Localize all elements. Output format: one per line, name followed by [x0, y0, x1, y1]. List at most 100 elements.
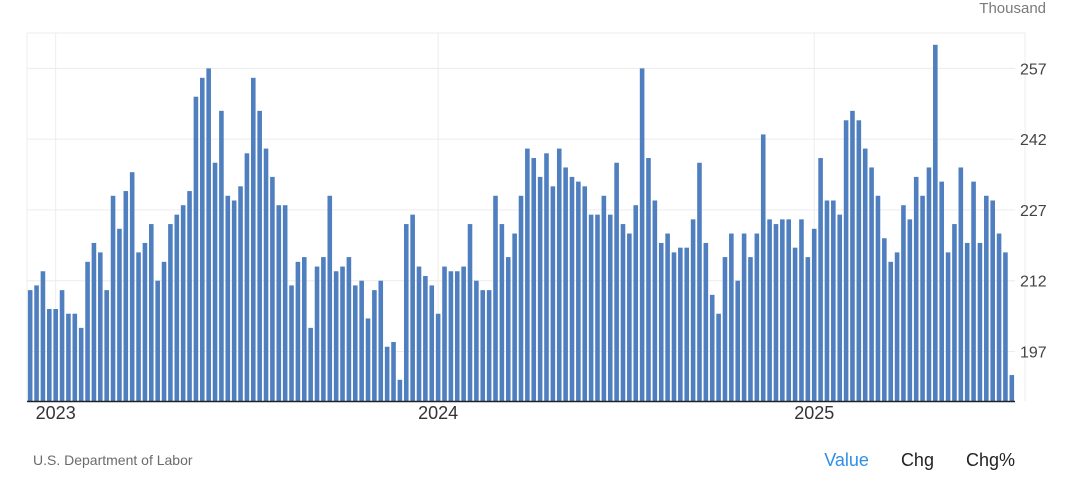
bar: [47, 309, 52, 401]
bar: [40, 271, 46, 401]
bar: [945, 252, 951, 401]
bar: [276, 205, 282, 401]
bar: [716, 313, 721, 401]
bar: [448, 271, 454, 401]
y-tick-label: 257: [1020, 61, 1047, 78]
bar: [467, 224, 473, 401]
bar: [792, 247, 798, 401]
bar: [505, 257, 511, 401]
bar: [429, 285, 435, 401]
bar: [850, 110, 855, 401]
bar: [588, 214, 594, 401]
bar: [971, 181, 976, 401]
bar: [104, 290, 109, 401]
bar: [697, 162, 702, 401]
bar: [658, 242, 664, 401]
bar: [206, 68, 211, 401]
bar: [435, 313, 441, 401]
bar: [754, 233, 760, 401]
bar: [333, 271, 339, 401]
bar: [359, 280, 364, 401]
bar: [952, 224, 957, 401]
bar: [155, 280, 160, 401]
bar: [474, 280, 479, 401]
bar: [531, 158, 537, 401]
view-tabs: Value Chg Chg%: [824, 450, 1015, 471]
bar: [142, 242, 148, 401]
bar: [34, 285, 39, 401]
bar: [525, 148, 530, 401]
bar: [824, 200, 830, 401]
bar: [690, 219, 696, 401]
bar: [894, 252, 900, 401]
bar: [926, 167, 932, 401]
tab-chg-percent[interactable]: Chg%: [965, 450, 1015, 470]
bar: [340, 266, 345, 401]
bar: [250, 77, 256, 402]
bar: [282, 205, 288, 401]
unit-label: Thousand: [979, 0, 1046, 17]
tick-labels: 197 212 227 242 257 2023 2024 2025: [36, 61, 1047, 423]
bar: [512, 233, 517, 401]
bar: [607, 214, 613, 401]
bar: [595, 214, 600, 401]
bar: [174, 214, 180, 401]
tab-chg[interactable]: Chg: [900, 450, 934, 470]
tab-value[interactable]: Value: [824, 450, 869, 470]
bar: [314, 266, 320, 401]
bar: [869, 167, 874, 401]
bar: [397, 379, 403, 401]
bar: [837, 214, 843, 401]
bar: [665, 233, 670, 401]
bar: [219, 110, 224, 401]
bar: [977, 242, 983, 401]
bar: [199, 77, 205, 402]
bar: [563, 167, 568, 401]
bar: [633, 205, 639, 401]
bar: [1009, 375, 1015, 401]
bar: [671, 252, 677, 401]
bar: [59, 290, 65, 401]
bar: [913, 176, 919, 401]
bar: [735, 280, 741, 401]
bar: [27, 290, 33, 401]
bar: [569, 176, 575, 401]
y-tick-label: 212: [1020, 274, 1047, 291]
bar: [308, 327, 313, 401]
bar: [365, 318, 371, 401]
bar: [212, 162, 218, 401]
bar: [703, 242, 709, 401]
bar: [709, 294, 715, 401]
bar: [984, 195, 989, 401]
bar: [964, 242, 970, 401]
bar: [901, 205, 906, 401]
y-tick-label: 227: [1020, 203, 1047, 220]
x-tick-label: 2025: [794, 403, 834, 423]
bar: [843, 120, 849, 402]
bar: [799, 219, 804, 401]
bar: [493, 195, 498, 401]
bar: [410, 214, 415, 401]
bar: [518, 195, 524, 401]
bar: [486, 290, 492, 401]
bar: [129, 172, 135, 401]
bar: [550, 186, 556, 401]
bar: [257, 110, 262, 401]
bar: [53, 309, 58, 401]
bar: [98, 252, 103, 401]
bar: [263, 148, 269, 401]
bar: [786, 219, 792, 401]
bar: [327, 195, 333, 401]
bar: [193, 96, 199, 401]
x-tick-label: 2024: [418, 403, 458, 423]
bar: [958, 167, 964, 401]
bar: [614, 162, 619, 401]
bar: [646, 158, 651, 401]
bar: [652, 200, 658, 401]
y-tick-label: 242: [1020, 132, 1047, 149]
bar: [601, 195, 607, 401]
bar: [499, 224, 505, 401]
y-tick-label: 197: [1020, 344, 1047, 361]
bar: [856, 120, 862, 402]
bar: [168, 224, 173, 401]
